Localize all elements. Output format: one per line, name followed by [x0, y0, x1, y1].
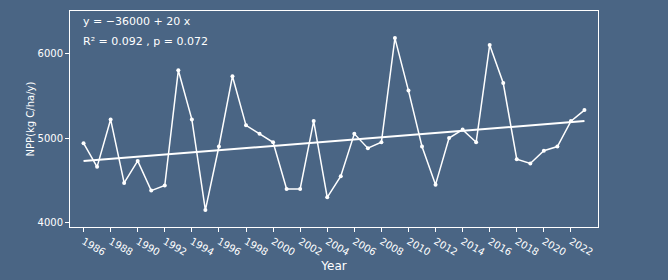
svg-text:2018: 2018 — [513, 236, 541, 258]
svg-text:R² = 0.092 , p = 0.072: R² = 0.092 , p = 0.072 — [83, 35, 208, 48]
svg-text:1998: 1998 — [243, 236, 271, 258]
svg-text:2004: 2004 — [324, 236, 352, 258]
svg-text:2010: 2010 — [405, 236, 433, 258]
svg-text:2014: 2014 — [459, 236, 487, 258]
svg-text:y = −36000 + 20 x: y = −36000 + 20 x — [83, 15, 191, 28]
svg-text:1996: 1996 — [215, 236, 243, 258]
svg-text:1988: 1988 — [107, 236, 135, 258]
svg-text:4000: 4000 — [38, 217, 63, 228]
svg-text:2016: 2016 — [486, 236, 514, 258]
svg-text:2012: 2012 — [432, 236, 460, 258]
svg-text:5000: 5000 — [38, 133, 63, 144]
svg-text:2000: 2000 — [270, 236, 298, 258]
svg-text:6000: 6000 — [38, 48, 63, 59]
svg-text:1994: 1994 — [188, 236, 216, 258]
svg-text:2006: 2006 — [351, 236, 379, 258]
svg-text:1990: 1990 — [134, 236, 162, 258]
svg-text:2002: 2002 — [297, 236, 325, 258]
svg-text:NPP(kg C/ha/y): NPP(kg C/ha/y) — [25, 82, 36, 157]
svg-text:2020: 2020 — [540, 236, 568, 258]
svg-text:2008: 2008 — [378, 236, 406, 258]
svg-text:1986: 1986 — [80, 236, 108, 258]
svg-text:Year: Year — [320, 259, 346, 273]
svg-text:2022: 2022 — [567, 236, 595, 258]
svg-text:1992: 1992 — [161, 236, 189, 258]
